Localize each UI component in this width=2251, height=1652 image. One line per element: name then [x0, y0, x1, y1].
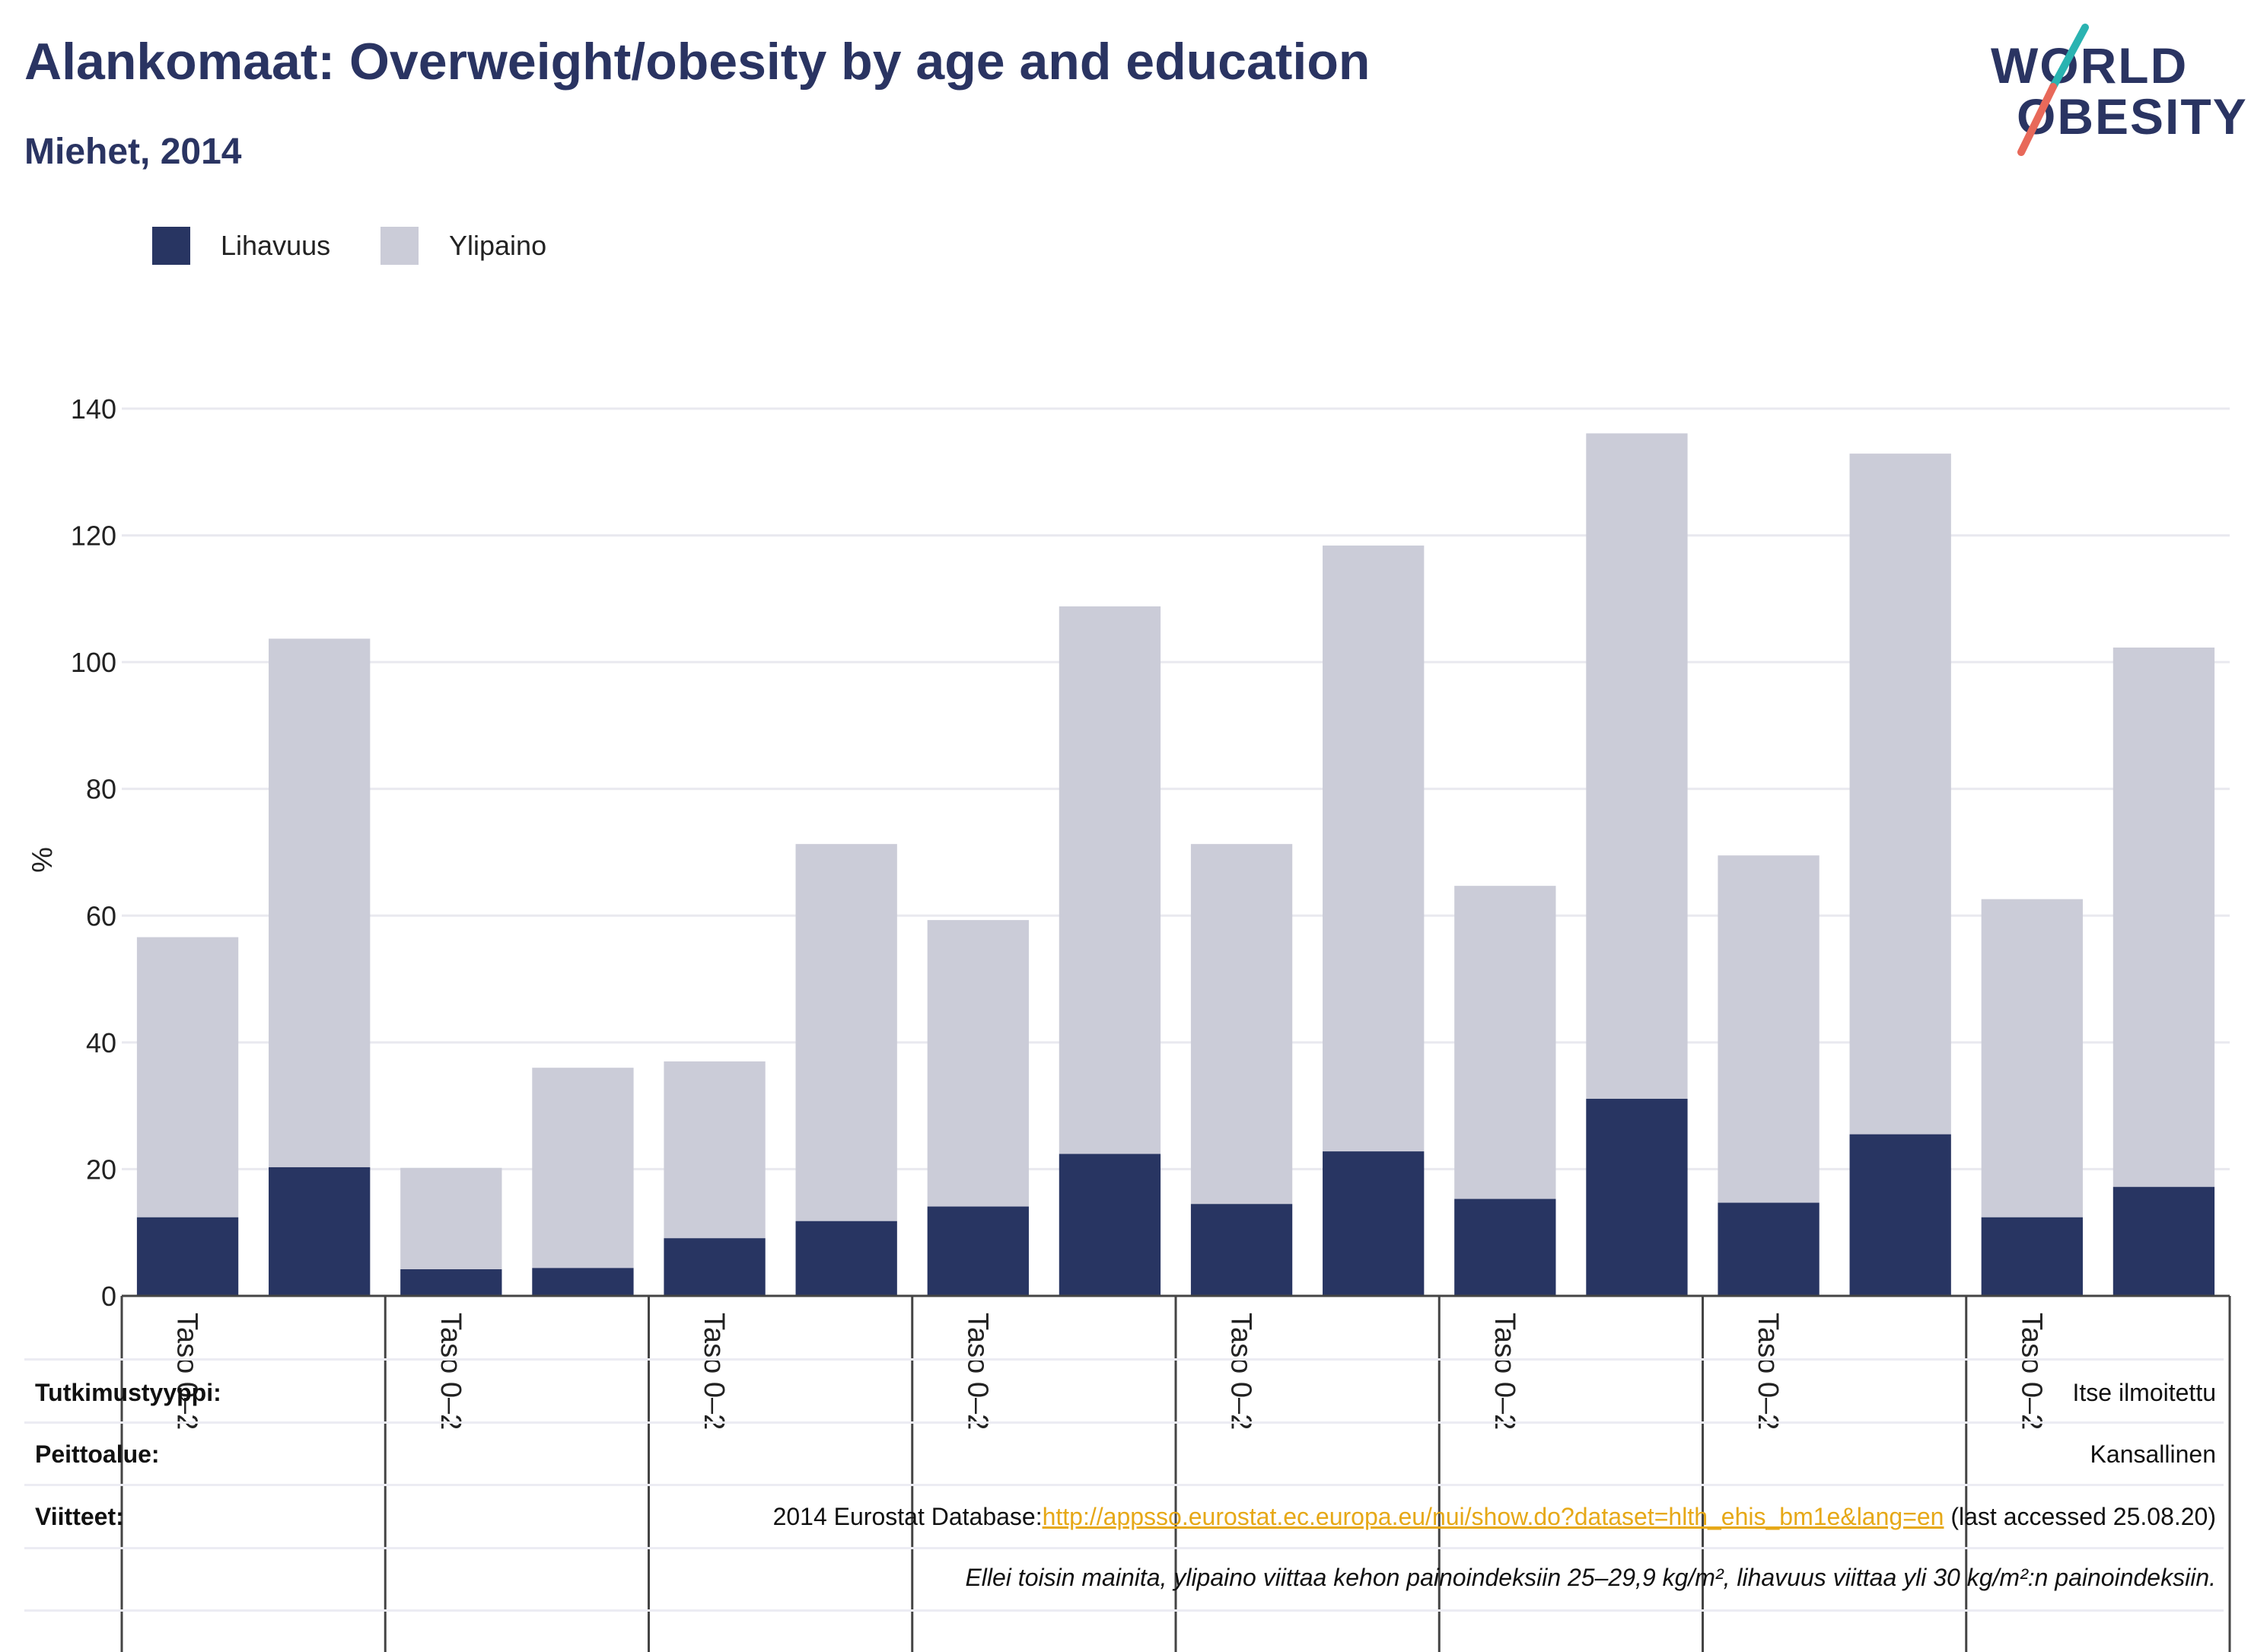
meta-divider: [24, 1358, 2224, 1361]
logo-line-2: OBESITY: [2017, 88, 2248, 145]
x-category-label: Taso 0–2: [171, 1313, 203, 1430]
x-category-label: Taso 0–2: [961, 1313, 993, 1430]
bar-lihavuus[interactable]: [664, 1238, 766, 1296]
y-tick-label: 40: [86, 1027, 116, 1058]
y-tick-label: 60: [86, 900, 116, 931]
bar-lihavuus[interactable]: [532, 1268, 634, 1296]
bar-ylipaino[interactable]: [1454, 886, 1556, 1199]
y-tick-label: 0: [101, 1281, 116, 1312]
bar-ylipaino[interactable]: [664, 1061, 766, 1239]
x-category-label: Taso 0–2: [435, 1313, 466, 1430]
bar-ylipaino[interactable]: [2113, 647, 2215, 1187]
legend-swatch-lihavuus: [152, 227, 190, 265]
reference-prefix: 2014 Eurostat Database:: [772, 1503, 1043, 1530]
bar-lihavuus[interactable]: [1059, 1154, 1161, 1296]
bar-lihavuus[interactable]: [136, 1217, 239, 1296]
y-axis-label: %: [27, 847, 59, 873]
chart-subtitle: Miehet, 2014: [24, 132, 242, 172]
metadata-table: Tutkimustyyppi: Itse ilmoitettu Peittoal…: [0, 1358, 2251, 1612]
bar-lihavuus[interactable]: [795, 1221, 897, 1296]
coverage-label: Peittoalue:: [35, 1440, 160, 1468]
bar-ylipaino[interactable]: [1586, 433, 1688, 1099]
references-label: Viitteet:: [35, 1503, 124, 1530]
meta-divider: [24, 1421, 2224, 1424]
bar-ylipaino[interactable]: [400, 1167, 502, 1270]
bar-ylipaino[interactable]: [795, 844, 897, 1221]
legend-label-lihavuus: Lihavuus: [221, 230, 331, 261]
meta-divider: [24, 1609, 2224, 1612]
bar-lihavuus[interactable]: [927, 1206, 1029, 1296]
x-category-label: Taso 0–2: [2015, 1313, 2047, 1430]
coverage-value: Kansallinen: [2090, 1440, 2216, 1468]
bar-lihavuus[interactable]: [1454, 1198, 1556, 1296]
y-tick-label: 120: [71, 520, 116, 552]
y-tick-label: 100: [71, 647, 116, 678]
bar-lihavuus[interactable]: [1981, 1217, 2083, 1296]
meta-divider: [24, 1484, 2224, 1486]
bar-lihavuus[interactable]: [2113, 1186, 2215, 1296]
bar-lihavuus[interactable]: [1718, 1202, 1820, 1296]
bar-ylipaino[interactable]: [927, 920, 1029, 1207]
x-category-label: Taso 0–2: [698, 1313, 730, 1430]
reference-suffix: (last accessed 25.08.20): [1944, 1503, 2216, 1530]
bar-ylipaino[interactable]: [269, 638, 371, 1167]
reference-link[interactable]: http://appsso.eurostat.ec.europa.eu/nui/…: [1042, 1503, 1944, 1530]
y-tick-label: 140: [71, 393, 116, 425]
study-type-value: Itse ilmoitettu: [2072, 1379, 2216, 1406]
y-tick-label: 20: [86, 1154, 116, 1185]
study-type-label: Tutkimustyyppi:: [35, 1379, 221, 1406]
chart-title: Alankomaat: Overweight/obesity by age an…: [24, 33, 1371, 91]
bar-ylipaino[interactable]: [1849, 454, 1951, 1135]
bar-ylipaino[interactable]: [532, 1068, 634, 1268]
world-obesity-logo: WORLD OBESITY: [1986, 23, 2246, 160]
bar-ylipaino[interactable]: [1323, 545, 1425, 1152]
bar-lihavuus[interactable]: [1190, 1204, 1293, 1296]
bar-lihavuus[interactable]: [1586, 1098, 1688, 1296]
y-tick-label: 80: [86, 774, 116, 805]
legend-swatch-ylipaino: [380, 227, 419, 265]
references-value: 2014 Eurostat Database:http://appsso.eur…: [773, 1503, 2216, 1531]
legend-label-ylipaino: Ylipaino: [449, 230, 547, 261]
x-category-label: Taso 0–2: [1488, 1313, 1520, 1430]
meta-divider: [24, 1547, 2224, 1549]
x-category-label: Taso 0–2: [1752, 1313, 1784, 1430]
definition-note: Ellei toisin mainita, ylipaino viittaa k…: [965, 1564, 2216, 1591]
logo-line-1: WORLD: [1991, 37, 2189, 94]
bar-ylipaino[interactable]: [1190, 844, 1293, 1205]
bar-ylipaino[interactable]: [1059, 606, 1161, 1154]
x-category-label: Taso 0–2: [1225, 1313, 1257, 1430]
bar-lihavuus[interactable]: [269, 1167, 371, 1296]
bar-ylipaino[interactable]: [136, 937, 239, 1218]
bar-lihavuus[interactable]: [400, 1269, 502, 1296]
bar-ylipaino[interactable]: [1718, 855, 1820, 1203]
bar-lihavuus[interactable]: [1323, 1151, 1425, 1296]
logo-slash-icon: [2017, 24, 2089, 156]
bar-ylipaino[interactable]: [1981, 899, 2083, 1218]
bar-lihavuus[interactable]: [1849, 1134, 1951, 1296]
